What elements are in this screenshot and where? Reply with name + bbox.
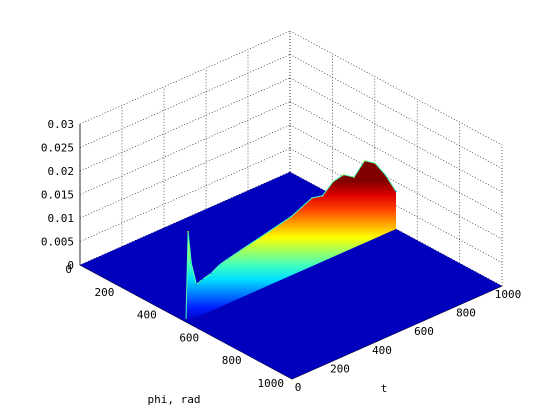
surface-ridge [186,160,396,322]
t-tick-label: 800 [456,307,476,320]
ridge-point [290,216,292,218]
ridge-point [202,278,204,281]
z-tick-label: 0.03 [48,118,75,131]
z-tick-label: 0.015 [41,189,74,202]
ridge-point [279,222,282,225]
t-tick-label: 200 [330,362,350,375]
ridge-point [248,243,250,246]
ridge-point [195,283,198,286]
grid-line [79,148,291,242]
t-tick-label: 1000 [495,288,522,301]
grid-line [79,54,291,148]
ridge-point [321,195,324,197]
ridge-point [332,180,334,183]
ridge-point [190,262,193,265]
grid-line [289,101,503,216]
x-axis-label: t [381,382,388,395]
ridge-point [384,174,387,176]
ridge-point [374,162,376,164]
grid-line [79,77,291,172]
grid-line [79,124,291,219]
surface [80,159,502,379]
ridge-point [187,231,189,233]
ridge-point [363,159,366,162]
phi-tick-label: 600 [179,331,199,344]
ridge-point [218,264,221,266]
phi-tick-label: 800 [222,354,242,367]
ridge-point [258,237,261,239]
t-tick-label: 600 [414,325,434,338]
ridge-point [311,197,313,199]
ridge-point [237,251,240,253]
grid-line [289,30,503,146]
grid-line [79,101,291,195]
ridge-point [395,190,397,193]
z-tick-label: 0 [67,259,74,272]
z-tick-label: 0.025 [41,142,74,155]
z-tick-label: 0.005 [41,236,74,249]
ridge-point [227,258,229,260]
z-tick-label: 0.02 [48,165,75,178]
ridge-point [269,230,271,232]
ridge-point [185,318,187,321]
z-tick-label: 0.01 [48,212,75,225]
y-axis-label: phi, rad [148,393,201,406]
grid-line [79,30,291,125]
grid-line [289,77,503,193]
t-tick-label: 0 [295,381,302,394]
grid-line [289,54,503,169]
phi-tick-label: 0 [65,263,72,276]
tick-labels: 0 0.005 0.01 0.015 0.02 0.025 0.03 0 200 400 600 80… [41,118,521,394]
phi-tick-label: 1000 [258,377,285,390]
ridge-point [210,272,212,275]
ridge-point [342,173,345,176]
ridge-point [300,206,303,209]
ridge-crest [185,160,397,320]
ridge-point [353,176,355,178]
phi-tick-label: 400 [137,309,157,322]
grid-line [289,124,503,240]
phi-tick-label: 200 [95,286,115,299]
t-tick-label: 400 [372,344,392,357]
